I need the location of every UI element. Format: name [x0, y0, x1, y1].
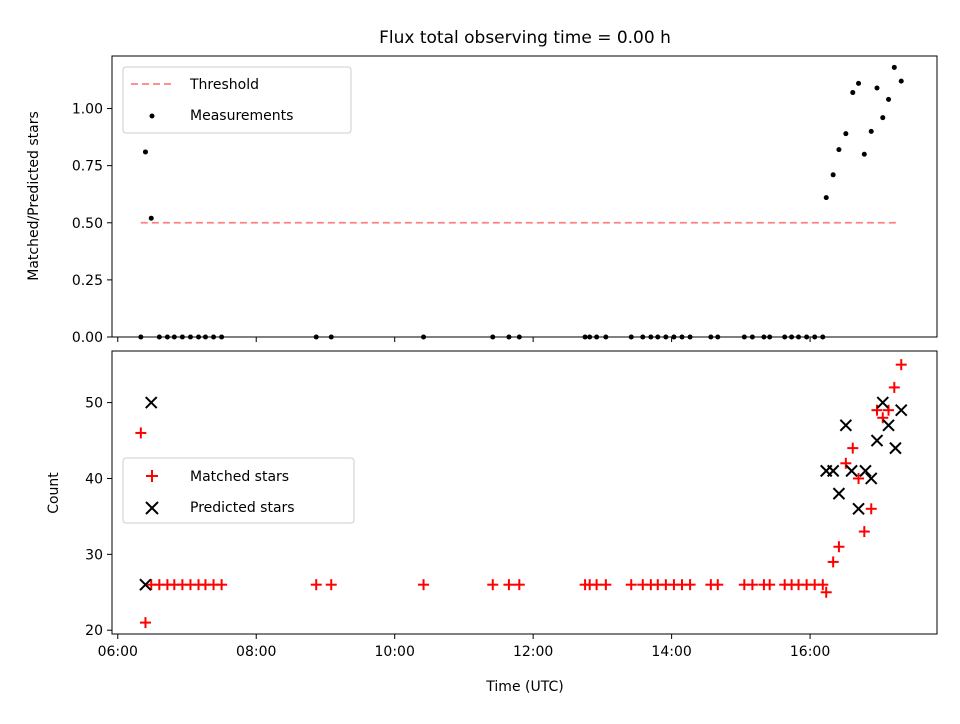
matched-star-point — [833, 541, 845, 553]
measurement-point — [830, 172, 836, 178]
bottom-legend-box — [122, 457, 355, 524]
x-tick-label: 12:00 — [513, 644, 553, 660]
top-y-axis-label: Matched/Predicted stars — [26, 111, 42, 281]
x-tick-label: 16:00 — [790, 644, 830, 660]
legend-threshold-label: Threshold — [189, 77, 259, 93]
matched-star-point — [325, 579, 337, 591]
matched-star-point — [817, 579, 829, 591]
x-tick-label: 08:00 — [236, 644, 276, 660]
measurement-point — [836, 147, 842, 153]
matched-star-point — [513, 579, 525, 591]
matched-star-point — [591, 579, 603, 591]
matched-star-point — [746, 579, 758, 591]
predicted-star-point — [852, 502, 865, 516]
matched-star-point — [840, 457, 852, 469]
measurement-point — [861, 151, 867, 157]
bottom-y-tick-label: 40 — [85, 471, 103, 487]
measurement-point — [850, 90, 856, 96]
predicted-star-point — [876, 396, 889, 409]
predicted-star-point — [145, 396, 158, 409]
top-y-tick-label: 0.00 — [72, 330, 103, 346]
predicted-star-point — [832, 487, 846, 500]
matched-star-point — [418, 579, 430, 591]
matched-star-point — [139, 617, 151, 629]
predicted-star-point — [139, 578, 152, 591]
predicted-star-point — [870, 434, 884, 447]
measurement-point — [843, 131, 849, 137]
matched-star-point — [858, 526, 870, 538]
legend-matched-label: Matched stars — [190, 469, 289, 485]
legend-measurements-swatch — [149, 113, 155, 119]
matched-star-point — [895, 359, 907, 371]
matched-star-point — [865, 503, 877, 515]
predicted-star-point — [859, 464, 872, 478]
top-y-tick-label: 1.00 — [72, 102, 103, 118]
bottom-legend: Matched stars Predicted stars — [122, 457, 355, 524]
bottom-y-tick-label: 20 — [85, 623, 103, 639]
chart-title: Flux total observing time = 0.00 h — [379, 28, 671, 48]
measurement-point — [880, 115, 886, 121]
predicted-star-point — [845, 464, 858, 478]
bottom-y-axis-label: Count — [46, 472, 62, 514]
measurement-point — [886, 96, 892, 102]
top-y-tick-label: 0.25 — [72, 273, 103, 289]
measurement-point — [891, 64, 897, 70]
legend-measurements-label: Measurements — [190, 108, 293, 124]
matched-star-point — [625, 579, 637, 591]
matched-star-point — [888, 381, 900, 393]
x-tick-label: 10:00 — [375, 644, 415, 660]
matched-star-point — [600, 579, 612, 591]
predicted-star-point — [826, 464, 840, 478]
matched-star-point — [135, 427, 147, 439]
top-panel: Flux total observing time = 0.00 h 0.00 0… — [26, 28, 938, 346]
bottom-y-tick-label: 30 — [85, 547, 103, 563]
measurement-point — [898, 78, 904, 84]
matched-star-point — [503, 579, 515, 591]
predicted-star-point — [865, 472, 878, 485]
x-tick-label: 06:00 — [98, 644, 138, 660]
measurement-point — [868, 128, 874, 134]
measurement-point — [142, 149, 148, 155]
matched-star-point — [853, 472, 865, 484]
bottom-axes-frame — [111, 350, 938, 635]
top-y-tick-label: 0.75 — [72, 159, 103, 175]
matched-star-point — [487, 579, 499, 591]
top-legend-box — [122, 66, 352, 134]
predicted-star-point — [889, 441, 902, 455]
matched-star-point — [877, 412, 889, 424]
matched-star-point — [684, 579, 696, 591]
measurement-point — [823, 195, 829, 201]
matched-star-point — [871, 404, 883, 416]
top-legend: Threshold Measurements — [122, 66, 352, 134]
x-tick-label: 14:00 — [651, 644, 691, 660]
measurement-point — [856, 80, 862, 86]
measurement-point — [874, 85, 880, 91]
matched-star-point — [712, 579, 724, 591]
x-axis-label: Time (UTC) — [485, 679, 563, 695]
matched-star-point — [827, 556, 839, 568]
predicted-star-point — [839, 419, 853, 432]
matched-star-point — [883, 404, 895, 416]
measurement-point — [148, 215, 154, 221]
matched-star-point — [847, 442, 859, 454]
legend-matched-swatch — [146, 470, 158, 482]
matched-star-point — [216, 579, 228, 591]
legend-predicted-label: Predicted stars — [190, 500, 295, 516]
matched-star-point — [820, 586, 832, 598]
predicted-star-point — [882, 419, 895, 432]
predicted-star-point — [895, 403, 908, 417]
matched-star-point — [764, 579, 776, 591]
matched-star-point — [310, 579, 322, 591]
top-y-tick-label: 0.50 — [72, 216, 103, 232]
top-axes-frame — [111, 55, 938, 338]
bottom-y-tick-label: 50 — [85, 396, 103, 412]
legend-predicted-swatch — [145, 501, 159, 515]
